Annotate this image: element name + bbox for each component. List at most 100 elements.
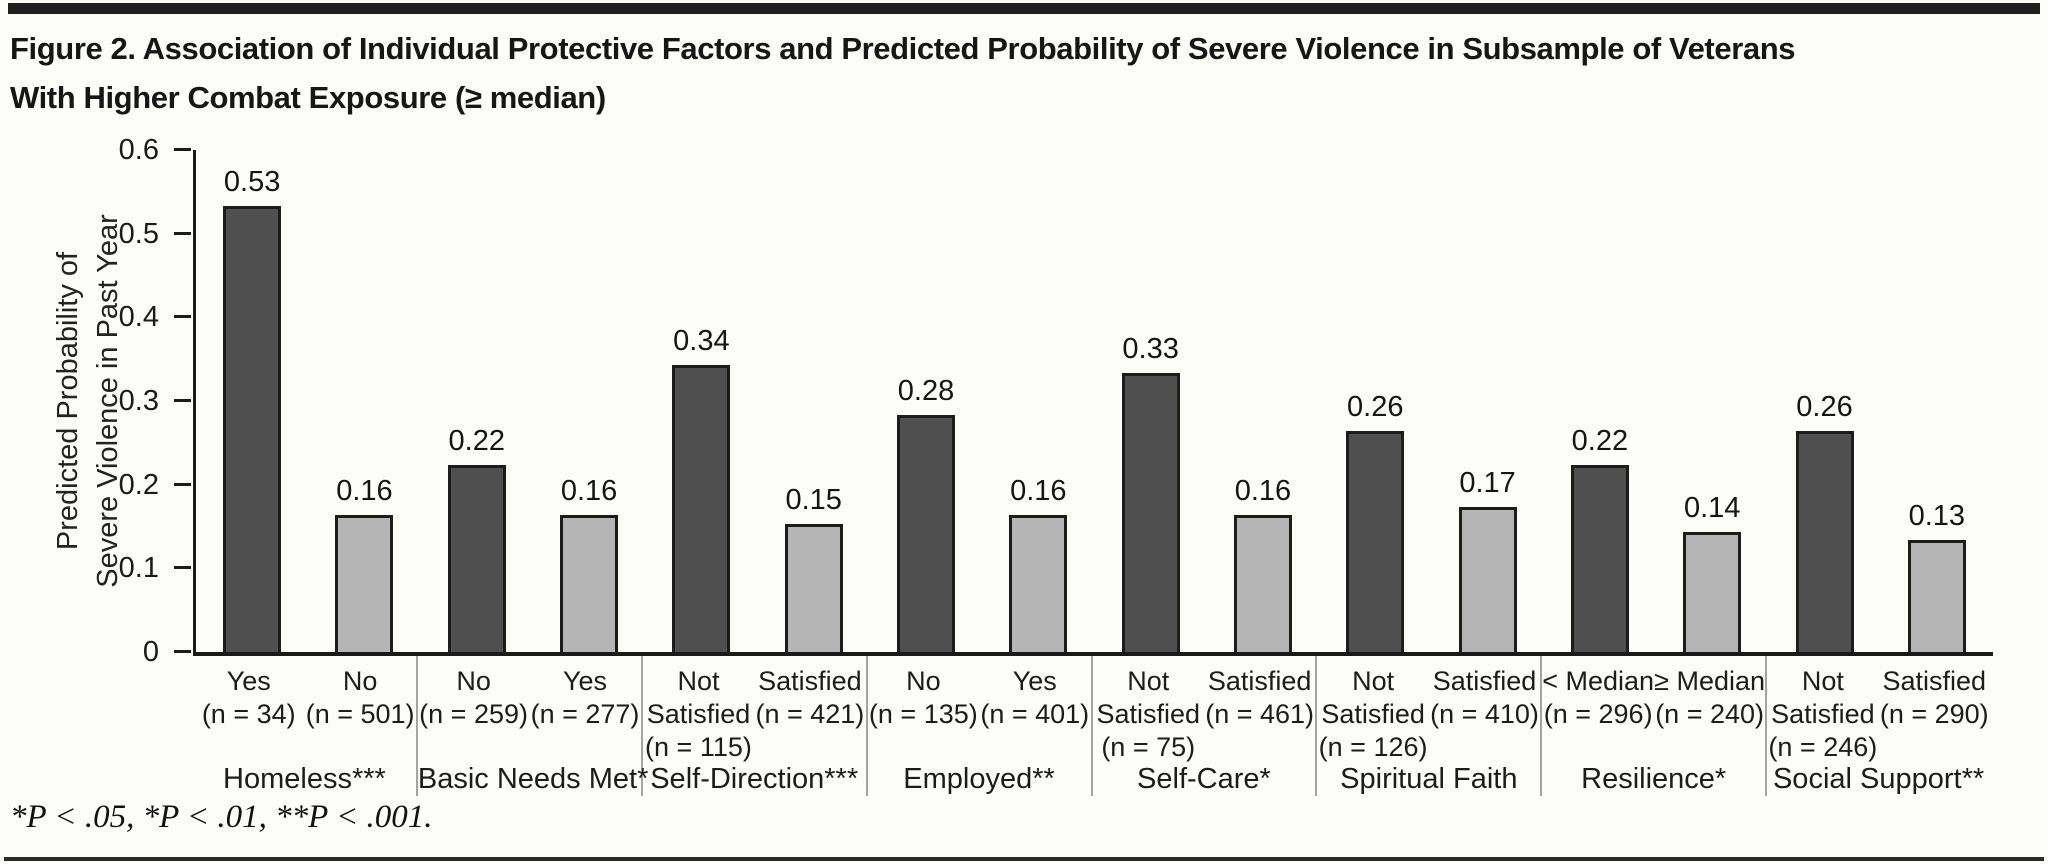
y-tick-label: 0.4 bbox=[118, 301, 159, 334]
significance-footnote: *P < .05, *P < .01, **P < .001. bbox=[10, 799, 433, 835]
bar-slot: 0.16 bbox=[533, 150, 645, 652]
bar-value-label: 0.28 bbox=[897, 374, 955, 407]
bar-slot: 0.16 bbox=[1207, 150, 1319, 652]
light-bar bbox=[335, 515, 394, 652]
bar-group: 0.26 0.17 bbox=[1319, 150, 1544, 652]
y-tick-label: 0.5 bbox=[118, 217, 159, 250]
bar-value-label: 0.13 bbox=[1908, 500, 1966, 533]
bar-slot: 0.22 bbox=[1544, 150, 1656, 652]
bar-slot: 0.33 bbox=[1095, 150, 1207, 652]
bar-slot: 0.17 bbox=[1431, 150, 1543, 652]
y-tick-label: 0 bbox=[142, 636, 159, 668]
dark-bar bbox=[897, 414, 956, 652]
bar-value-label: 0.33 bbox=[1122, 332, 1179, 365]
bar-slot: 0.53 bbox=[196, 150, 308, 652]
light-bar bbox=[1009, 515, 1068, 652]
bar-value-label: 0.14 bbox=[1683, 491, 1741, 524]
bar-slot: 0.26 bbox=[1768, 150, 1880, 652]
dark-bar bbox=[1795, 431, 1854, 652]
bar-group: 0.26 0.13 bbox=[1768, 150, 1993, 652]
y-tick-mark bbox=[174, 566, 191, 570]
dark-bar bbox=[1346, 431, 1405, 652]
y-tick-mark bbox=[174, 315, 191, 319]
bar-slot: 0.15 bbox=[758, 150, 870, 652]
light-bar bbox=[1458, 506, 1517, 652]
bar-value-label: 0.26 bbox=[1347, 391, 1404, 424]
category-label: Yes (n = 277) bbox=[530, 666, 640, 729]
y-tick-label: 0.6 bbox=[118, 134, 159, 166]
bar-value-label: 0.16 bbox=[1234, 475, 1292, 508]
bar-value-label: 0.22 bbox=[448, 424, 506, 457]
category-label: < Median (n = 296) bbox=[1542, 666, 1655, 729]
factor-label: Resilience* bbox=[1581, 763, 1727, 795]
factor-label: Homeless*** bbox=[223, 763, 386, 795]
group-label-cell: Not Satisfied (n = 115) Satisfied (n = 42… bbox=[643, 656, 868, 796]
category-label: Not Satisfied (n = 126) bbox=[1318, 666, 1428, 762]
bar-value-label: 0.15 bbox=[785, 483, 842, 516]
light-bar bbox=[1907, 540, 1966, 652]
bar-slot: 0.22 bbox=[421, 150, 533, 652]
bar-slot: 0.16 bbox=[982, 150, 1094, 652]
group-label-cell: Not Satisfied (n = 246) Satisfied (n = 29… bbox=[1767, 656, 1990, 796]
group-label-cell: < Median (n = 296) ≥ Median (n = 240) Resi… bbox=[1542, 656, 1768, 796]
factor-label: Spiritual Faith bbox=[1340, 763, 1518, 795]
category-label: Yes (n = 401) bbox=[980, 666, 1090, 729]
bar-value-label: 0.17 bbox=[1459, 466, 1516, 499]
bar-group: 0.53 0.16 bbox=[196, 150, 421, 652]
bar-value-label: 0.22 bbox=[1571, 424, 1629, 457]
factor-label: Self-Direction*** bbox=[650, 763, 859, 795]
category-label: Not Satisfied (n = 246) bbox=[1768, 666, 1878, 762]
category-label: Not Satisfied (n = 75) bbox=[1096, 666, 1200, 762]
y-tick-mark bbox=[174, 650, 191, 653]
light-bar bbox=[784, 523, 843, 652]
bar-group: 0.22 0.16 bbox=[421, 150, 646, 652]
category-label: Not Satisfied (n = 115) bbox=[645, 666, 752, 762]
top-rule bbox=[8, 3, 2040, 14]
dark-bar bbox=[1570, 464, 1629, 652]
bar-group: 0.33 0.16 bbox=[1095, 150, 1320, 652]
dark-bar bbox=[1121, 372, 1180, 652]
category-label: ≥ Median (n = 240) bbox=[1654, 666, 1766, 729]
category-label: Yes (n = 34) bbox=[201, 666, 296, 729]
group-label-cell: Yes (n = 34) No (n = 501) Homeless*** bbox=[193, 656, 418, 796]
factor-label: Self-Care* bbox=[1137, 763, 1271, 795]
bar-value-label: 0.16 bbox=[336, 475, 393, 508]
group-label-cell: No (n = 135) Yes (n = 401) Employed** bbox=[868, 656, 1093, 796]
factor-label: Basic Needs Met* bbox=[417, 763, 649, 795]
y-axis-ticks: 0 0.1 0.2 0.3 0.4 0.5 0.6 bbox=[0, 134, 193, 668]
bottom-rule bbox=[4, 857, 2044, 861]
bar-value-label: 0.16 bbox=[560, 475, 618, 508]
light-bar bbox=[1683, 531, 1742, 652]
bar-slot: 0.26 bbox=[1319, 150, 1431, 652]
category-label: Satisfied (n = 290) bbox=[1879, 666, 1989, 729]
y-tick-mark bbox=[174, 148, 191, 151]
category-label: No (n = 135) bbox=[868, 666, 978, 729]
bar-group: 0.22 0.14 bbox=[1544, 150, 1769, 652]
y-tick-label: 0.2 bbox=[118, 468, 159, 501]
y-tick-mark bbox=[174, 231, 191, 235]
factor-label: Employed** bbox=[903, 763, 1055, 795]
dark-bar bbox=[447, 464, 506, 652]
group-label-cell: No (n = 259) Yes (n = 277) Basic Needs Met… bbox=[417, 656, 649, 796]
bar-slot: 0.13 bbox=[1881, 150, 1993, 652]
y-tick-mark bbox=[174, 482, 191, 486]
plot-area: 0.53 0.16 0.22 0.16 0.34 0.15 0.28 0.16 0.33 0.16… bbox=[193, 150, 1993, 656]
bar-slot: 0.34 bbox=[645, 150, 757, 652]
factor-label: Social Support** bbox=[1772, 763, 1985, 795]
labels-row: Yes (n = 34) No (n = 501) Homeless*** No (n… bbox=[193, 656, 1990, 796]
group-label-cell: Not Satisfied (n = 75) Satisfied (n = 461… bbox=[1093, 656, 1318, 796]
y-tick-label: 0.1 bbox=[118, 552, 159, 585]
bar-group: 0.34 0.15 bbox=[645, 150, 870, 652]
category-label: Satisfied (n = 461) bbox=[1205, 666, 1315, 729]
category-label: Satisfied (n = 421) bbox=[755, 666, 865, 729]
bar-group: 0.28 0.16 bbox=[870, 150, 1095, 652]
category-label: Satisfied (n = 410) bbox=[1430, 666, 1539, 729]
bar-value-label: 0.53 bbox=[223, 165, 281, 198]
y-tick-mark bbox=[174, 399, 191, 402]
y-tick-label: 0.3 bbox=[118, 385, 159, 417]
bar-value-label: 0.16 bbox=[1010, 475, 1067, 508]
bar-slot: 0.14 bbox=[1656, 150, 1768, 652]
group-label-cell: Not Satisfied (n = 126) Satisfied (n = 41… bbox=[1317, 656, 1543, 796]
category-label: No (n = 259) bbox=[419, 666, 528, 729]
